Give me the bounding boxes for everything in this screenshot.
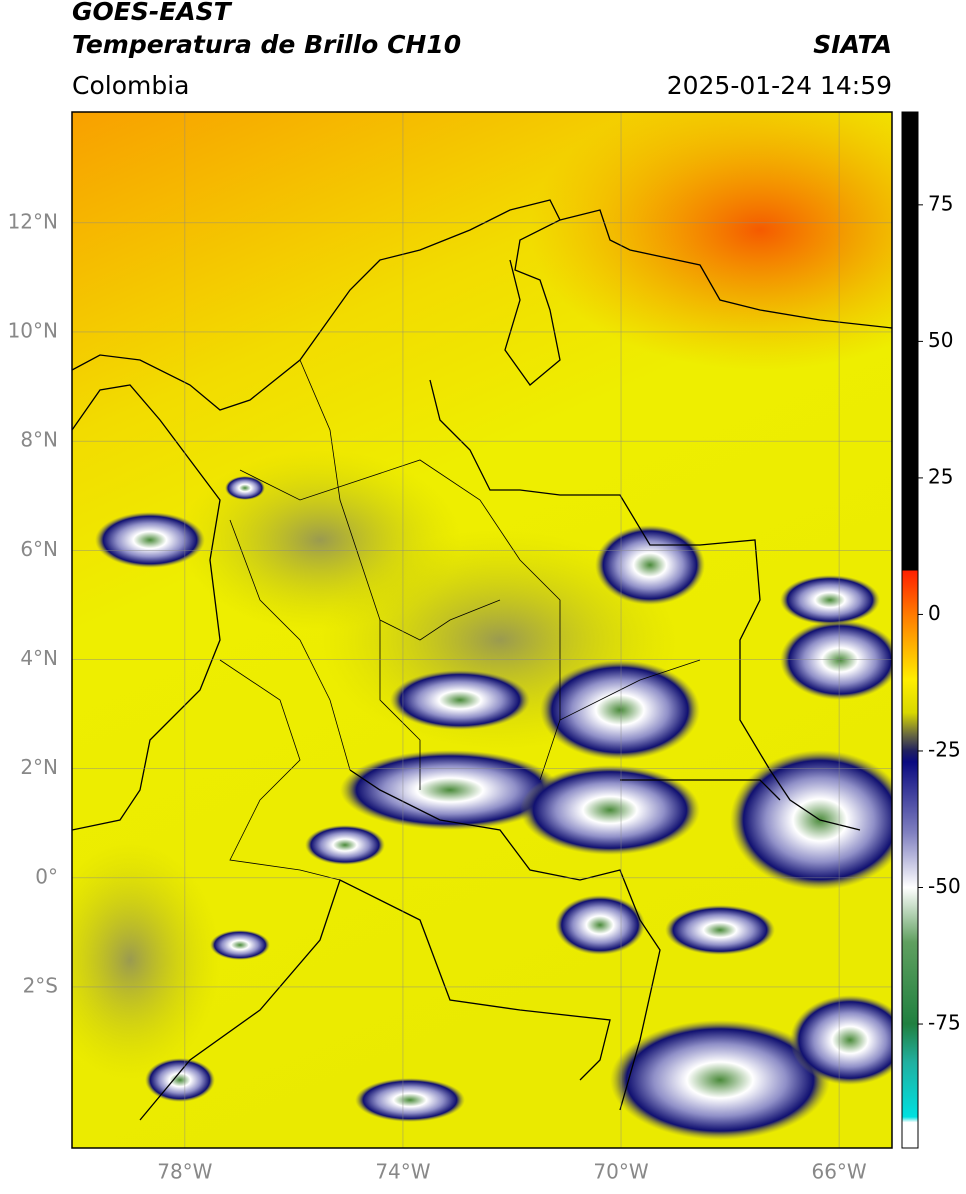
cloud	[790, 995, 892, 1085]
border	[429, 379, 861, 831]
department-line	[379, 620, 421, 790]
colorbar-tick-label: -75	[928, 1011, 961, 1035]
y-tick-label: 0°	[35, 864, 58, 888]
agency: SIATA	[813, 30, 892, 59]
cloud	[540, 660, 700, 760]
cloud	[780, 575, 880, 625]
cloud	[555, 895, 645, 955]
imagery	[72, 112, 892, 1148]
department-line	[539, 659, 701, 781]
coastline	[559, 209, 892, 329]
departments	[219, 359, 701, 881]
colorbar-tick-label: 0	[928, 601, 941, 625]
cloud	[390, 670, 530, 730]
timestamp: 2025-01-24 14:59	[667, 71, 892, 100]
cloud	[780, 620, 892, 700]
colorbar-tick-label: -50	[928, 874, 961, 898]
title-line2: Temperatura de Brillo CH10	[72, 30, 461, 59]
colorbar-tick-label: 50	[928, 328, 953, 352]
y-tick-label: 10°N	[8, 318, 58, 342]
cloud	[595, 525, 705, 605]
cloud	[340, 750, 560, 830]
cloud	[145, 1058, 215, 1102]
y-tick-label: 2°S	[23, 973, 58, 997]
cloud	[610, 1020, 830, 1140]
cloud	[355, 1078, 465, 1122]
y-tick-label: 8°N	[20, 428, 58, 452]
warm-area	[530, 112, 892, 370]
x-tick-label: 74°W	[375, 1160, 430, 1184]
cloud	[520, 765, 700, 855]
cloud	[210, 930, 270, 960]
y-tick-label: 4°N	[20, 646, 58, 670]
department-line	[299, 359, 501, 641]
colorbar-tick-label: 75	[928, 191, 953, 215]
cloud	[95, 512, 205, 568]
y-tick-label: 12°N	[8, 209, 58, 233]
map-frame	[71, 111, 893, 1149]
x-tick-label: 70°W	[593, 1160, 648, 1184]
y-tick-label: 6°N	[20, 537, 58, 561]
cloud	[665, 905, 775, 955]
colorbar-tick-label: -25	[928, 737, 961, 761]
cloud	[730, 750, 892, 890]
y-tick-label: 2°N	[20, 755, 58, 779]
x-tick-label: 66°W	[811, 1160, 866, 1184]
border	[139, 879, 611, 1121]
border	[620, 779, 781, 801]
border	[349, 769, 661, 1111]
cloud	[225, 476, 265, 500]
title-line1: GOES-EAST	[72, 0, 233, 26]
boundaries	[72, 199, 892, 1121]
coastline	[72, 199, 561, 411]
coastline	[72, 384, 221, 831]
cloud	[305, 825, 385, 865]
x-tick-label: 78°W	[157, 1160, 212, 1184]
department-line	[239, 459, 561, 720]
department-line	[219, 659, 341, 881]
department-line	[229, 519, 351, 771]
colorbar	[901, 111, 919, 1149]
region: Colombia	[72, 71, 189, 100]
haze	[72, 840, 220, 1080]
colorbar-tick-label: 25	[928, 464, 953, 488]
